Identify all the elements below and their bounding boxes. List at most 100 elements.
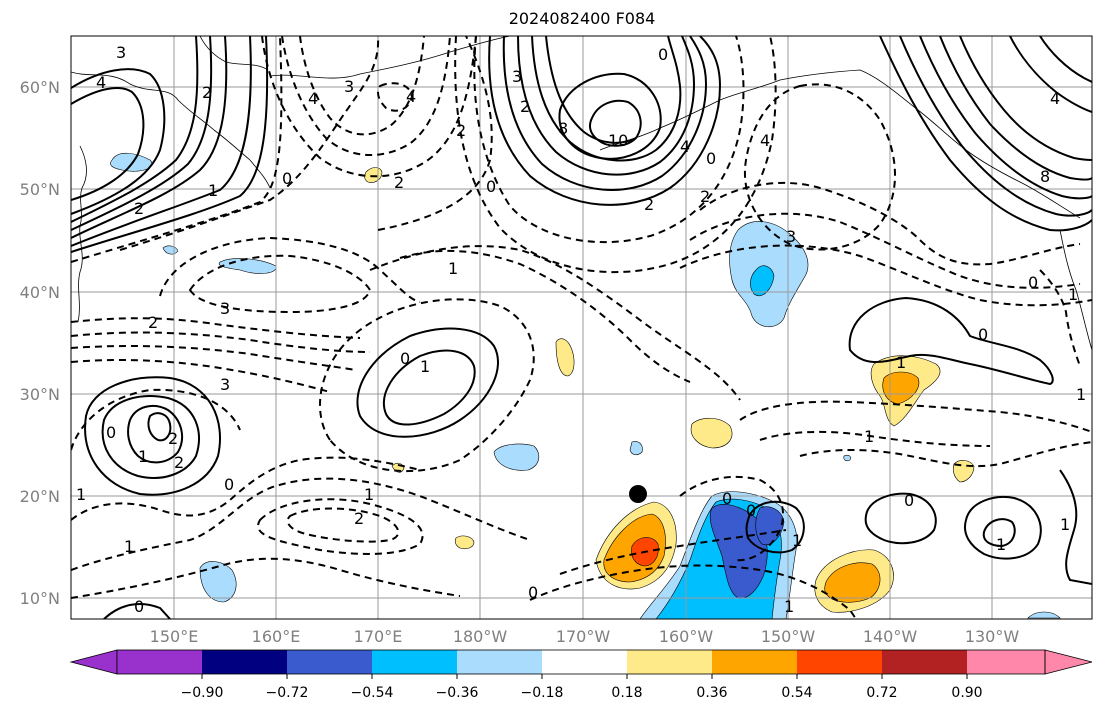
contour-labels: 3 4 2 0 1 2 4 3 2 0 3 8 1 0 4 2 0 2 4 2 0…	[76, 43, 1086, 616]
lat-tick-label: 40°N	[20, 283, 60, 302]
contour-positive	[488, 36, 722, 206]
coastline-aleutians	[269, 36, 511, 79]
contour-label: 4	[308, 89, 318, 108]
colorbar-tick-label: 0.72	[866, 685, 897, 701]
coastline-kamchatka	[71, 71, 271, 189]
contour-positive	[383, 349, 476, 426]
contour-negative	[759, 430, 991, 447]
contour-label: 4	[760, 131, 770, 150]
contour-label: 8	[1040, 167, 1050, 186]
graticule	[71, 36, 1092, 619]
lon-tick-label: 140°W	[863, 627, 918, 646]
colorbar-segment	[797, 650, 882, 674]
contour-label: 1	[208, 181, 218, 200]
contour-positive	[356, 327, 499, 438]
colorbar-extend-low	[69, 649, 118, 675]
shade-light-blue	[199, 561, 237, 603]
contour-label: 3	[116, 43, 126, 62]
contour-negative	[739, 400, 1092, 433]
location-marker	[629, 485, 647, 503]
contour-negative	[369, 245, 741, 401]
contour-label: 1	[1060, 515, 1070, 534]
contour-label: 3	[512, 67, 522, 86]
colorbar-tick-label: 0.36	[696, 685, 727, 701]
contour-label: 0	[978, 325, 988, 344]
contour-label: 2	[394, 173, 404, 192]
contour-positive	[71, 36, 199, 223]
contour-label: 1	[784, 597, 794, 616]
contour-label: 0	[658, 45, 668, 64]
contour-positive	[71, 36, 269, 253]
contour-label: 2	[148, 313, 158, 332]
contour-negative	[71, 477, 531, 571]
colorbar-segment	[457, 650, 542, 674]
contour-positive	[1059, 469, 1092, 585]
lon-tick-label: 160°E	[252, 627, 301, 646]
contour-negative	[319, 298, 535, 473]
contour-label: 2	[168, 429, 178, 448]
contour-label: 2	[354, 509, 364, 528]
contour-label: 0	[134, 597, 144, 616]
contour-label: 3	[220, 375, 230, 394]
contour-negative	[71, 359, 331, 393]
contour-label: 1	[124, 537, 134, 556]
contour-label: 4	[680, 137, 690, 156]
contour-positive	[1039, 36, 1092, 83]
contour-positive	[982, 518, 1016, 548]
contour-label: 2	[174, 453, 184, 472]
map-panel	[71, 36, 1092, 619]
lat-axis: 60°N 50°N 40°N 30°N 20°N 10°N	[20, 78, 60, 608]
contour-negative	[159, 236, 421, 303]
contour-positive	[959, 36, 1092, 161]
colorbar-tick-label: −0.90	[181, 685, 224, 701]
contour-negative	[71, 557, 461, 599]
lon-tick-label: 170°W	[556, 627, 611, 646]
contour-negative	[679, 244, 1092, 307]
contour-negative	[377, 82, 414, 112]
shade-yellow	[454, 535, 475, 550]
colorbar-tick-label: 0.18	[611, 685, 642, 701]
colorbar-tick-label: −0.36	[436, 685, 479, 701]
contour-label: 2	[700, 187, 710, 206]
contour-positive	[545, 36, 637, 144]
colorbar-frame	[116, 649, 1046, 675]
lon-tick-label: 170°E	[354, 627, 403, 646]
colorbar: −0.90 −0.72 −0.54 −0.36 −0.18 0.18 0.36 …	[69, 649, 1093, 701]
contour-negative	[71, 388, 241, 451]
lon-tick-label: 150°E	[150, 627, 199, 646]
contour-positive	[864, 492, 937, 545]
contour-positive	[84, 376, 221, 496]
contour-label: 1	[138, 447, 148, 466]
contour-label: 0	[106, 423, 116, 442]
shade-yellow	[690, 417, 733, 449]
contour-label: 0	[400, 349, 410, 368]
contour-label: 0	[528, 583, 538, 602]
map-frame	[70, 35, 1093, 620]
contour-label: 0	[282, 169, 292, 188]
contour-negative	[454, 36, 777, 274]
contour-negative	[679, 475, 785, 562]
contour-label: 2	[456, 121, 466, 140]
contour-label: 4	[406, 87, 416, 106]
contour-label: 4	[1050, 89, 1060, 108]
colorbar-segment	[967, 650, 1045, 674]
contour-positive	[745, 500, 805, 554]
contour-positive	[964, 496, 1042, 560]
contour-label: 2	[202, 83, 212, 102]
colorbar-tick-label: 0.90	[951, 685, 982, 701]
shade-yellow	[555, 338, 575, 377]
lat-tick-label: 20°N	[20, 487, 60, 506]
colorbar-tick-label: 0.54	[781, 685, 812, 701]
contour-label: 1	[364, 485, 374, 504]
colorbar-segment	[542, 650, 627, 674]
contour-positive	[879, 36, 1092, 232]
lat-tick-label: 10°N	[20, 589, 60, 608]
colorbar-segment	[202, 650, 287, 674]
shade-light-blue	[843, 454, 851, 462]
contour-negative	[71, 317, 361, 339]
contour-label: 1	[76, 485, 86, 504]
colorbar-tick-label: −0.18	[521, 685, 564, 701]
colorbar-segment	[117, 650, 202, 674]
contour-negative	[71, 456, 421, 521]
